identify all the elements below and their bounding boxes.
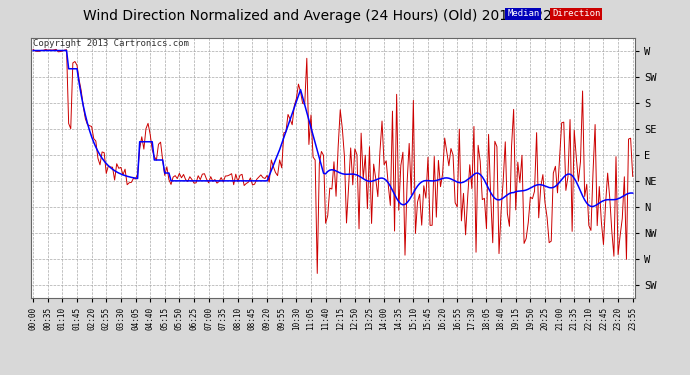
- Text: Direction: Direction: [552, 9, 600, 18]
- Text: Copyright 2013 Cartronics.com: Copyright 2013 Cartronics.com: [33, 39, 189, 48]
- Text: Median: Median: [507, 9, 540, 18]
- Text: Wind Direction Normalized and Average (24 Hours) (Old) 20130522: Wind Direction Normalized and Average (2…: [83, 9, 552, 23]
